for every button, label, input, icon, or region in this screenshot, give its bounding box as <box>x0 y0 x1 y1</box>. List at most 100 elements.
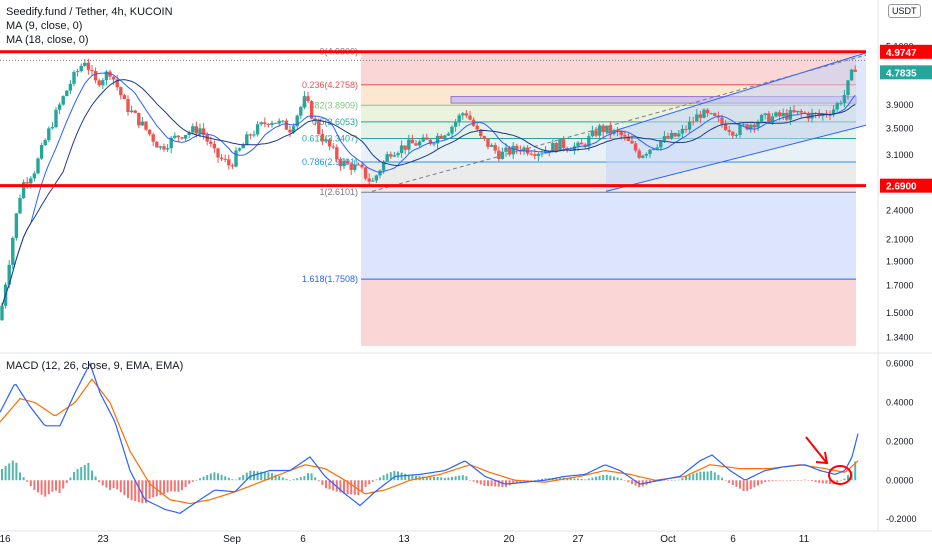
macd-histogram-bar <box>616 477 619 481</box>
trend-dashed-line <box>371 54 867 192</box>
candle-body <box>187 132 191 136</box>
candle-body <box>356 164 361 166</box>
candle-body <box>169 137 173 149</box>
candle-body <box>741 124 746 126</box>
candle-body <box>738 124 742 135</box>
candle-body <box>853 69 857 72</box>
candle <box>140 117 145 127</box>
candle-body <box>439 135 443 139</box>
price-tick-8: 1.7000 <box>886 281 914 291</box>
macd-histogram-bar <box>620 478 623 481</box>
candle-body <box>619 131 623 136</box>
ma18-legend[interactable]: MA (18, close, 0) <box>6 34 89 46</box>
candle <box>540 149 544 158</box>
candle-body <box>349 163 353 170</box>
fib-zone-extension <box>361 279 856 346</box>
price-tick-2: 3.9000 <box>886 100 914 110</box>
macd-histogram-bar <box>677 479 680 481</box>
candle <box>32 171 37 182</box>
macd-histogram-bar <box>731 480 734 485</box>
macd-tick-0: 0.6000 <box>886 359 914 369</box>
candle-body <box>421 137 425 142</box>
candle <box>561 136 566 152</box>
macd-histogram-bar <box>260 471 263 481</box>
chart-title[interactable]: Seedify.fund / Tether, 4h, KUCOIN <box>6 6 173 18</box>
candle-body <box>461 113 465 116</box>
macd-histogram-bar <box>688 474 691 481</box>
candle <box>133 109 137 114</box>
candle-body <box>129 110 134 112</box>
candle <box>572 142 577 155</box>
ma9-line <box>1 72 856 306</box>
candle-body <box>435 135 440 144</box>
candle-body <box>216 148 220 158</box>
candle-body <box>338 159 343 167</box>
candle-body <box>745 124 749 130</box>
candle <box>709 112 713 115</box>
candle-body <box>691 121 695 123</box>
macd-histogram-bar <box>605 474 608 481</box>
currency-badge[interactable]: USDT <box>888 4 921 18</box>
candle-body <box>576 142 580 147</box>
candle <box>277 118 281 127</box>
candle <box>641 154 645 159</box>
candle-body <box>597 125 602 136</box>
macd-histogram-bar <box>152 480 155 498</box>
candle <box>482 135 487 141</box>
candle-body <box>83 62 87 66</box>
macd-histogram-bar <box>335 480 338 492</box>
candle-body <box>234 150 238 167</box>
candle-body <box>759 114 764 122</box>
macd-histogram-bar <box>775 480 777 481</box>
macd-histogram-bar <box>109 480 111 490</box>
macd-histogram-bar <box>321 480 324 486</box>
macd-histogram-bar <box>328 480 331 490</box>
candle-body <box>763 113 767 115</box>
candle-body <box>727 130 731 132</box>
candle <box>612 128 616 136</box>
macd-histogram-bar <box>339 480 342 493</box>
macd-histogram-bar <box>699 471 702 481</box>
macd-histogram-bar <box>746 480 749 491</box>
candle <box>317 118 321 136</box>
candle-body <box>507 147 512 155</box>
candle-body <box>533 154 537 156</box>
candle <box>590 125 595 138</box>
candle-body <box>723 123 728 131</box>
macd-histogram-bar <box>242 474 245 481</box>
candle-body <box>792 110 796 113</box>
candle-body <box>702 109 706 118</box>
macd-histogram-bar <box>137 480 140 503</box>
candle-body <box>612 129 616 134</box>
macd-histogram-bar <box>800 480 803 481</box>
candle <box>162 143 166 152</box>
candle <box>252 130 256 138</box>
macd-histogram-bar <box>854 461 857 481</box>
macd-legend[interactable]: MACD (12, 26, close, 9, EMA, EMA) <box>6 360 184 372</box>
candle-body <box>158 146 163 148</box>
candle <box>727 125 731 136</box>
candle <box>475 122 479 131</box>
candle-body <box>75 71 80 73</box>
candle <box>119 86 123 100</box>
candle <box>453 119 458 132</box>
candle-body <box>720 117 724 124</box>
red-arrow-icon <box>805 436 827 463</box>
candle <box>320 129 325 145</box>
candle-body <box>669 132 674 139</box>
candle-body <box>115 79 119 88</box>
macd-histogram-bar <box>443 477 446 481</box>
fib-label-3: 0.5(3.6053) <box>312 117 358 127</box>
candle-body <box>47 128 51 141</box>
candle <box>464 110 469 118</box>
macd-histogram-bar <box>141 480 144 504</box>
candle-body <box>482 136 487 139</box>
price-tick-9: 1.5000 <box>886 308 914 318</box>
candle-body <box>493 145 497 151</box>
macd-histogram-bar <box>829 480 831 484</box>
candle-body <box>227 159 231 166</box>
ma9-legend[interactable]: MA (9, close, 0) <box>6 20 83 32</box>
candle <box>731 130 735 139</box>
candle-body <box>302 96 307 108</box>
macd-histogram-bar <box>807 480 810 481</box>
